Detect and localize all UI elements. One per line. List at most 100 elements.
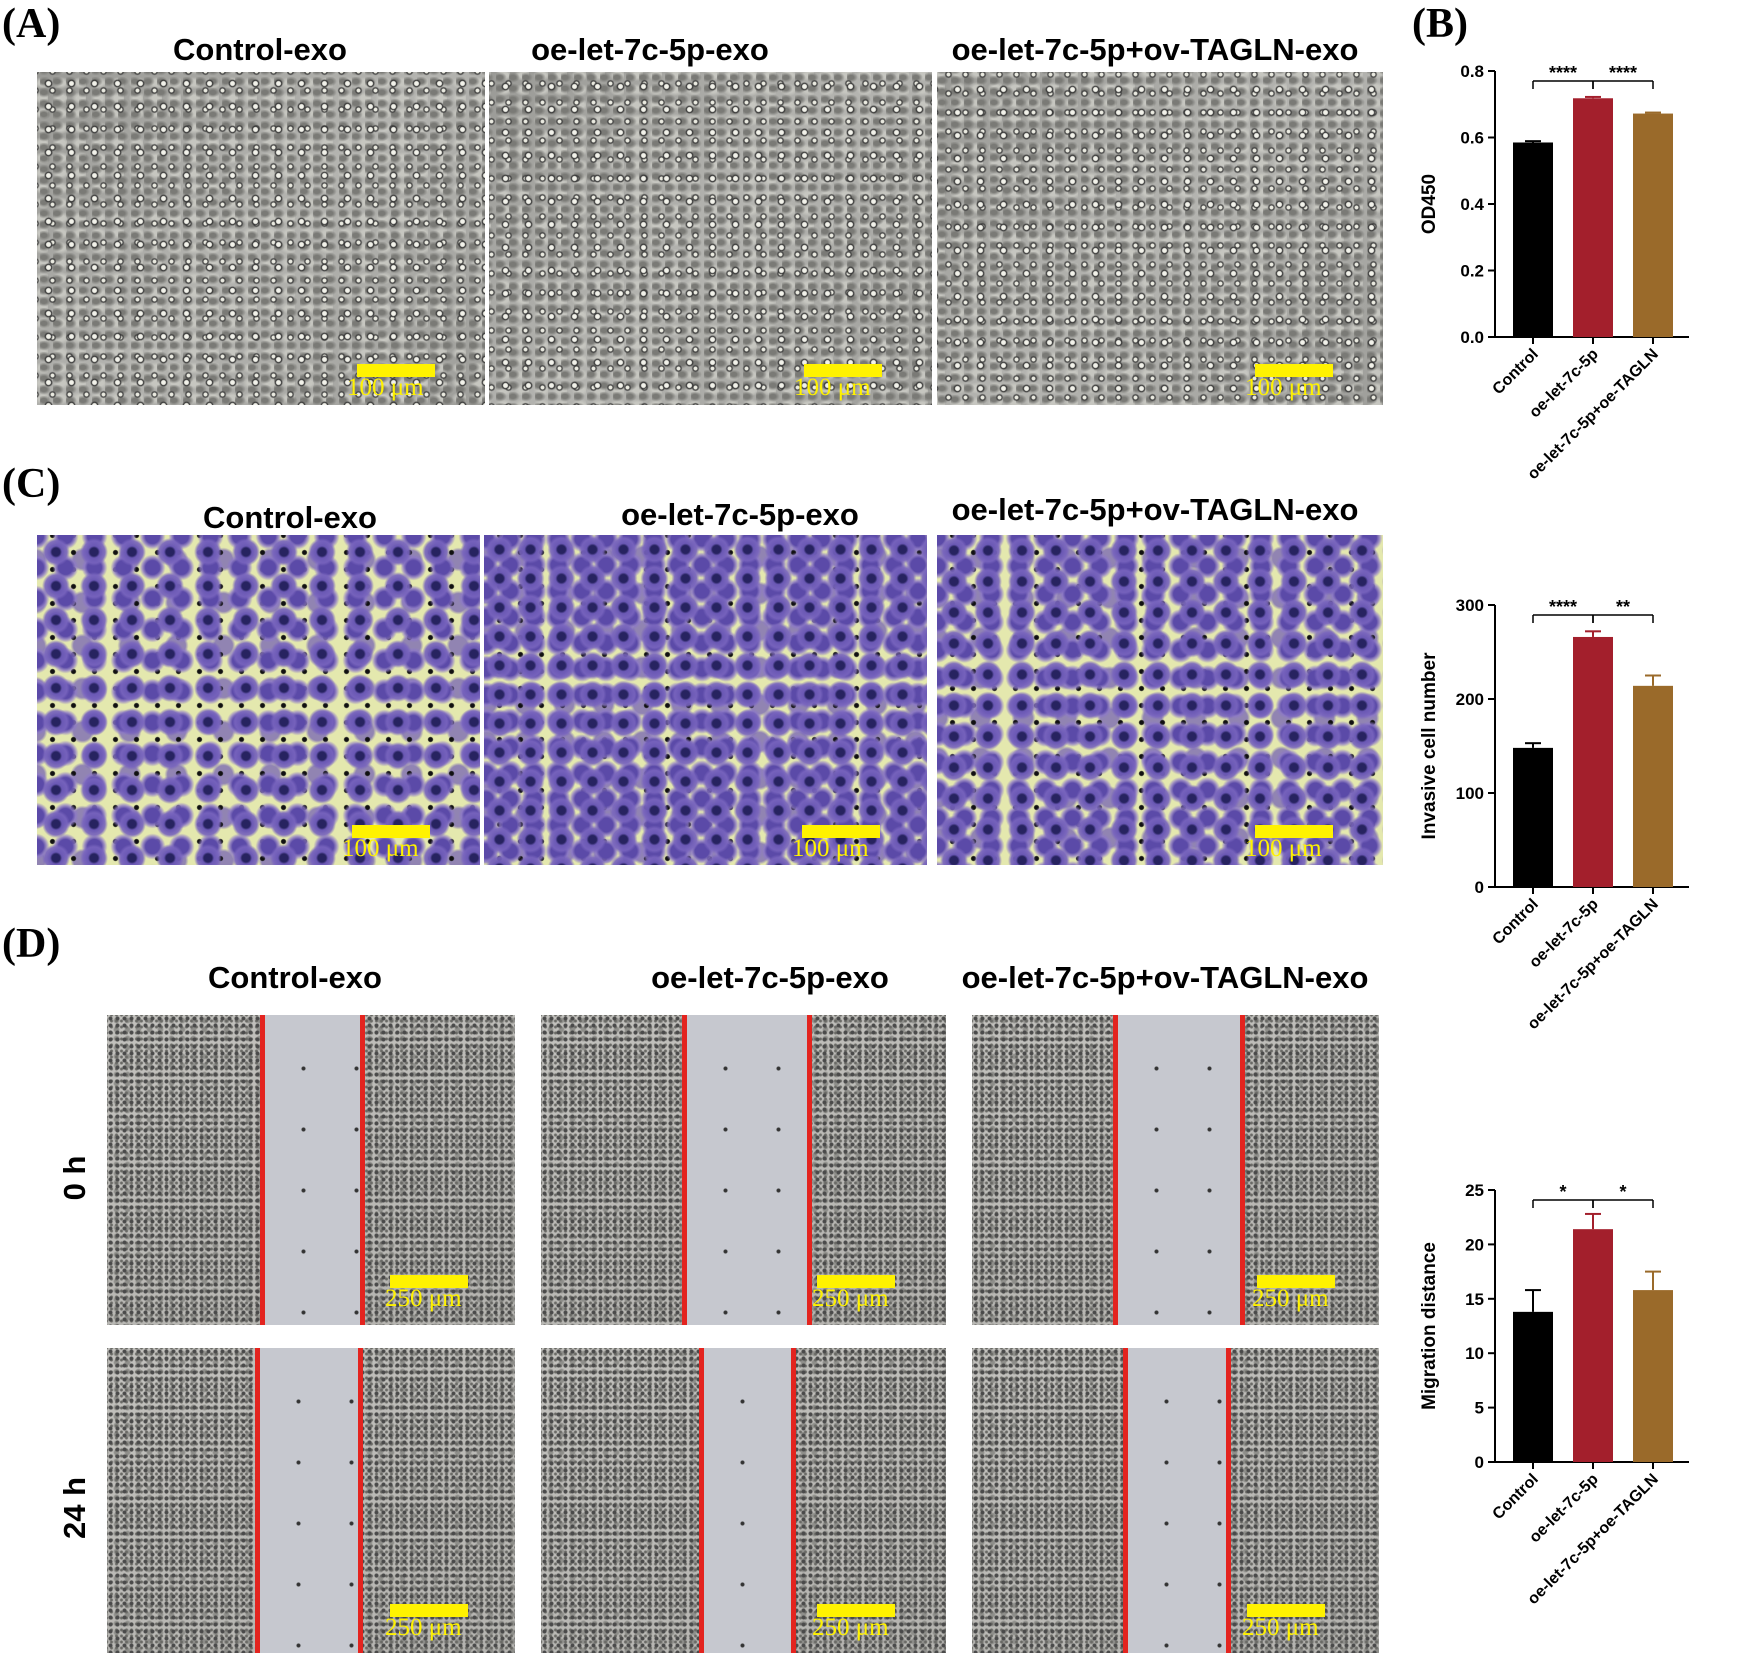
wound-edge-left (1123, 1348, 1128, 1653)
panel-c-micrograph-control: 100 μm (37, 535, 480, 865)
panel-c-title-3: oe-let-7c-5p+ov-TAGLN-exo (951, 492, 1359, 527)
panel-a-title-1: Control-exo (173, 32, 347, 67)
y-tick-label: 10 (1465, 1344, 1484, 1363)
wound-edge-right (360, 1015, 365, 1325)
chart-od450: 0.00.20.40.60.8OD450Controloe-let-7c-5po… (1419, 62, 1689, 483)
significance-label: * (1559, 1182, 1566, 1202)
significance-bracket (1592, 614, 1654, 623)
bar-control (1513, 747, 1553, 887)
scale-bar (817, 1275, 895, 1288)
panel-d-scratch-control-24h: 250 μm (107, 1348, 515, 1653)
panel-c-title-2: oe-let-7c-5p-exo (621, 497, 859, 532)
scale-bar-label: 100 μm (1245, 835, 1322, 862)
error-bar (1645, 1270, 1661, 1291)
bar-oe-let-7c-5p (1573, 1229, 1613, 1462)
scale-bar-label: 250 μm (1252, 1285, 1329, 1312)
error-bar (1645, 674, 1661, 686)
panel-c-micrograph-oe-let: 100 μm (484, 535, 927, 865)
scale-bar-label: 100 μm (794, 374, 871, 401)
x-tick-label: Control (1490, 1471, 1542, 1523)
row-label-0h: 0 h (57, 1155, 92, 1201)
scale-bar (804, 364, 882, 377)
scale-bar (1247, 1604, 1325, 1617)
scale-bar-label: 250 μm (385, 1285, 462, 1312)
panel-a-title-2: oe-let-7c-5p-exo (531, 32, 769, 67)
panel-c-title-1: Control-exo (203, 500, 377, 535)
scale-bar (357, 364, 435, 377)
scale-bar-label: 100 μm (1245, 374, 1322, 401)
scale-bar-label: 250 μm (1242, 1614, 1319, 1641)
panel-d-title-1: Control-exo (208, 960, 382, 995)
error-bar (1585, 95, 1601, 99)
y-tick-label: 0 (1475, 878, 1484, 897)
wound-gap (682, 1015, 807, 1325)
scale-bar (817, 1604, 895, 1617)
wound-gap (699, 1348, 791, 1653)
scale-bar (390, 1275, 468, 1288)
error-bar (1585, 1212, 1601, 1230)
bar-oe-let-7c-5p (1573, 98, 1613, 337)
panel-a-title-3: oe-let-7c-5p+ov-TAGLN-exo (951, 32, 1359, 67)
y-axis-label: Invasive cell number (1419, 652, 1440, 840)
scale-bar (802, 825, 880, 838)
wound-edge-left (682, 1015, 687, 1325)
y-tick-label: 25 (1465, 1181, 1484, 1200)
y-tick-label: 0.0 (1460, 328, 1484, 347)
bar-oe-let-7c-5p-oe-tagln (1633, 113, 1673, 337)
y-tick-label: 0.8 (1460, 62, 1484, 81)
wound-edge-left (1113, 1015, 1118, 1325)
scale-bar-label: 100 μm (342, 835, 419, 862)
panel-d-scratch-oe-let-tagln-24h: 250 μm (972, 1348, 1379, 1653)
significance-label: **** (1609, 63, 1637, 83)
wound-gap (1123, 1348, 1226, 1653)
y-tick-label: 0.4 (1460, 195, 1484, 214)
panel-d-title-3: oe-let-7c-5p+ov-TAGLN-exo (961, 960, 1369, 995)
panel-d-scratch-oe-let-tagln-0h: 250 μm (972, 1015, 1379, 1325)
panel-a-micrograph-oe-let-tagln: 100 μm (937, 72, 1383, 405)
bar-oe-let-7c-5p-oe-tagln (1633, 685, 1673, 887)
scale-bar-label: 250 μm (812, 1285, 889, 1312)
y-axis-label: OD450 (1419, 174, 1440, 234)
y-tick-label: 0.2 (1460, 262, 1484, 281)
significance-bracket (1592, 1199, 1654, 1208)
panel-a-micrograph-oe-let: 100 μm (489, 72, 932, 405)
wound-edge-right (1240, 1015, 1245, 1325)
y-tick-label: 0.6 (1460, 129, 1484, 148)
wound-edge-right (358, 1348, 363, 1653)
x-tick-label: Control (1490, 896, 1542, 948)
x-tick-label: Control (1490, 346, 1542, 398)
panel-a-letter: (A) (2, 1, 61, 47)
wound-gap (1113, 1015, 1240, 1325)
bar-control (1513, 142, 1553, 337)
wound-edge-right (1226, 1348, 1231, 1653)
y-tick-label: 20 (1465, 1235, 1484, 1254)
scale-bar (352, 825, 430, 838)
y-tick-label: 5 (1475, 1399, 1484, 1418)
bar-oe-let-7c-5p-oe-tagln (1633, 1290, 1673, 1462)
significance-label: * (1619, 1182, 1626, 1202)
scale-bar (1255, 364, 1333, 377)
panel-a-micrograph-control: 100 μm (37, 72, 485, 405)
bar-oe-let-7c-5p (1573, 636, 1613, 887)
significance-label: ** (1616, 597, 1630, 617)
y-tick-label: 100 (1456, 784, 1484, 803)
wound-edge-right (791, 1348, 796, 1653)
y-tick-label: 0 (1475, 1453, 1484, 1472)
scale-bar-label: 100 μm (792, 835, 869, 862)
scale-bar (1255, 825, 1333, 838)
error-bar (1525, 1289, 1541, 1312)
panel-d-letter: (D) (2, 921, 61, 967)
row-label-24h: 24 h (57, 1476, 92, 1540)
panel-d-title-2: oe-let-7c-5p-exo (651, 960, 889, 995)
scale-bar (1257, 1275, 1335, 1288)
panel-d-scratch-oe-let-0h: 250 μm (541, 1015, 946, 1325)
wound-edge-left (255, 1348, 260, 1653)
panel-b-letter: (B) (1412, 1, 1468, 47)
y-tick-label: 300 (1456, 596, 1484, 615)
panel-d-scratch-control-0h: 250 μm (107, 1015, 515, 1325)
wound-gap (260, 1015, 360, 1325)
error-bar (1525, 742, 1541, 748)
scale-bar-label: 100 μm (347, 374, 424, 401)
